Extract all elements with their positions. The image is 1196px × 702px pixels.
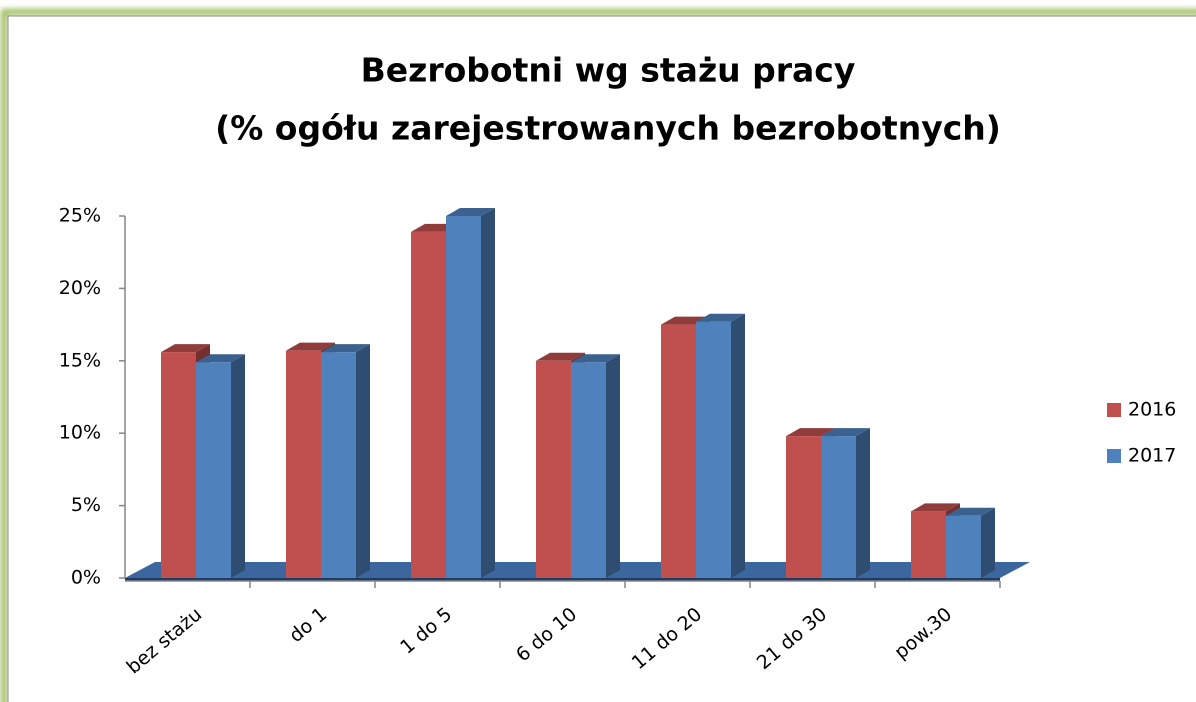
legend-swatch <box>1107 403 1121 417</box>
bar-top <box>821 428 870 437</box>
bar-side <box>981 507 995 578</box>
legend-label: 2016 <box>1128 399 1176 421</box>
bar-side <box>856 428 870 578</box>
y-tick-label: 10% <box>59 422 101 444</box>
bar <box>196 362 231 578</box>
bar-top <box>446 208 495 216</box>
bar <box>696 321 731 578</box>
legend-swatch <box>1107 449 1121 463</box>
bar-top <box>286 342 335 351</box>
bar <box>661 324 696 578</box>
y-tick-label: 0% <box>71 567 101 589</box>
y-tick-label: 20% <box>59 277 101 299</box>
bar <box>411 231 446 579</box>
frame-shadow <box>1 9 1196 702</box>
y-tick-label: 15% <box>59 349 101 371</box>
bar-top <box>161 344 210 353</box>
bar-side <box>356 344 370 578</box>
bar-top <box>946 507 995 516</box>
bar <box>161 352 196 578</box>
bar-top <box>196 354 245 363</box>
legend-label: 2017 <box>1128 445 1176 467</box>
bar-top <box>786 428 835 437</box>
y-tick-label: 25% <box>59 205 101 227</box>
chart-title: Bezrobotni wg stażu pracy <box>361 51 856 90</box>
bar-top <box>571 354 620 363</box>
bar <box>446 216 481 578</box>
bar <box>536 360 571 578</box>
bar <box>321 352 356 578</box>
bar-side <box>731 313 745 578</box>
bar-top <box>536 352 585 361</box>
bar <box>786 436 821 578</box>
bar <box>911 511 946 578</box>
bar-top <box>911 503 960 512</box>
bar <box>286 350 321 578</box>
bar <box>946 515 981 578</box>
bar-top <box>321 344 370 353</box>
bar-side <box>481 208 495 578</box>
chart-title: (% ogółu zarejestrowanych bezrobotnych) <box>215 109 1001 148</box>
bar-side <box>231 354 245 578</box>
bar <box>571 362 606 578</box>
bar-top <box>696 313 745 322</box>
y-tick-label: 5% <box>71 494 101 516</box>
bar <box>821 436 856 578</box>
bar-side <box>606 354 620 578</box>
